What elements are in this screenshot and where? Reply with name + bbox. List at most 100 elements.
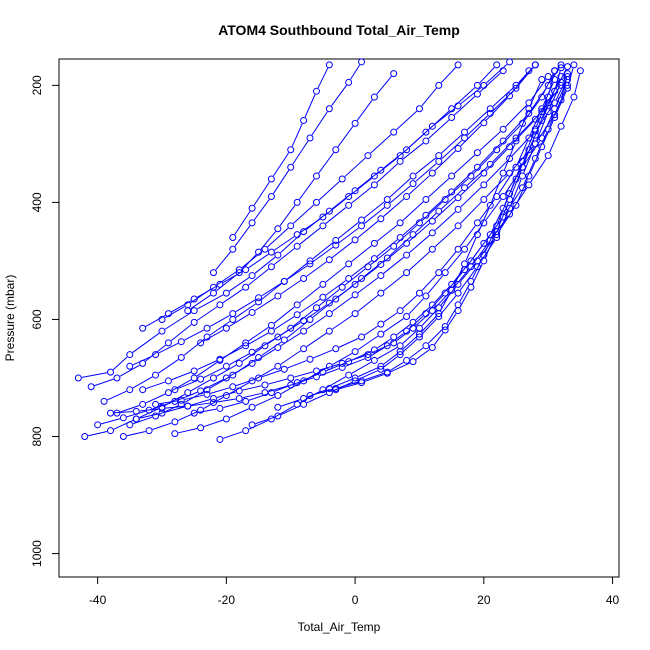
series-line-segment bbox=[460, 175, 482, 196]
data-point bbox=[319, 368, 327, 376]
data-point bbox=[325, 299, 333, 307]
series-line-segment bbox=[357, 220, 379, 238]
y-tick-label: 400 bbox=[30, 192, 44, 212]
data-point bbox=[216, 435, 224, 443]
series-line-segment bbox=[459, 225, 476, 247]
series-line-segment bbox=[248, 253, 269, 269]
series-line-segment bbox=[318, 152, 335, 174]
series-line-segment bbox=[376, 239, 398, 257]
series-line-segment bbox=[145, 381, 166, 390]
series-line-segment bbox=[497, 196, 509, 223]
data-point bbox=[351, 236, 359, 244]
data-point bbox=[280, 277, 288, 285]
data-point bbox=[152, 412, 160, 420]
series-line-segment bbox=[574, 74, 581, 94]
data-point bbox=[261, 342, 269, 350]
data-point bbox=[538, 105, 546, 113]
data-point bbox=[428, 344, 436, 352]
series-line-segment bbox=[383, 312, 398, 323]
data-point bbox=[267, 389, 275, 397]
data-point bbox=[190, 367, 198, 375]
series-line-segment bbox=[241, 347, 263, 362]
data-point bbox=[570, 93, 578, 101]
series-line-segment bbox=[536, 106, 548, 132]
series-line-segment bbox=[344, 157, 366, 177]
series-line-segment bbox=[112, 356, 128, 371]
data-point bbox=[319, 293, 327, 301]
data-point bbox=[358, 222, 366, 230]
series-line-segment bbox=[268, 378, 288, 385]
series-line-segment bbox=[133, 416, 153, 425]
data-point bbox=[255, 374, 263, 382]
series-22 bbox=[94, 73, 572, 429]
data-point bbox=[377, 365, 385, 373]
series-line-segment bbox=[408, 223, 430, 242]
series-line-segment bbox=[523, 161, 535, 185]
series-line-segment bbox=[460, 186, 482, 208]
data-point bbox=[435, 152, 443, 160]
series-line-segment bbox=[478, 208, 490, 232]
series-line-segment bbox=[428, 295, 444, 312]
data-point bbox=[557, 61, 565, 69]
data-point bbox=[345, 371, 353, 379]
data-point bbox=[409, 231, 417, 239]
data-point bbox=[544, 73, 552, 81]
data-point bbox=[216, 355, 224, 363]
series-line-segment bbox=[453, 154, 476, 175]
series-line-segment bbox=[338, 227, 359, 244]
series-line-segment bbox=[402, 295, 418, 309]
series-line-segment bbox=[178, 380, 198, 389]
data-point bbox=[473, 81, 481, 89]
data-point bbox=[351, 374, 359, 382]
series-line-segment bbox=[294, 371, 314, 378]
data-point bbox=[403, 146, 411, 154]
series-line-segment bbox=[287, 360, 307, 369]
data-point bbox=[422, 342, 430, 350]
data-point bbox=[435, 269, 443, 277]
series-line-segment bbox=[402, 217, 424, 236]
series-line-segment bbox=[434, 227, 456, 248]
series-line-segment bbox=[421, 315, 437, 332]
data-point bbox=[525, 109, 533, 117]
data-point bbox=[377, 166, 385, 174]
series-line-segment bbox=[466, 225, 483, 247]
series-7 bbox=[171, 75, 572, 438]
data-point bbox=[197, 375, 205, 383]
data-point bbox=[486, 201, 494, 209]
data-point bbox=[300, 116, 308, 124]
data-point bbox=[403, 313, 411, 321]
data-point bbox=[248, 403, 256, 411]
data-point bbox=[351, 310, 359, 318]
data-point bbox=[435, 310, 443, 318]
series-line-segment bbox=[159, 400, 178, 405]
data-point bbox=[409, 318, 417, 326]
data-point bbox=[332, 295, 340, 303]
series-line-segment bbox=[492, 87, 514, 107]
data-point bbox=[229, 315, 237, 323]
series-line-segment bbox=[332, 352, 353, 365]
series-line-segment bbox=[524, 99, 541, 121]
data-point bbox=[370, 346, 378, 354]
y-tick-label: 1000 bbox=[30, 540, 44, 567]
data-point bbox=[461, 184, 469, 192]
data-point bbox=[197, 406, 205, 414]
data-point bbox=[396, 342, 404, 350]
data-point bbox=[274, 251, 282, 259]
series-line-segment bbox=[100, 418, 121, 425]
series-line-segment bbox=[484, 234, 496, 258]
series-line-segment bbox=[408, 298, 424, 315]
data-point bbox=[531, 155, 539, 163]
data-point bbox=[229, 383, 237, 391]
series-line-segment bbox=[446, 313, 457, 328]
series-12 bbox=[209, 58, 366, 277]
series-line-segment bbox=[447, 251, 463, 271]
data-point bbox=[383, 195, 391, 203]
series-line-segment bbox=[357, 335, 379, 351]
data-point bbox=[94, 421, 102, 429]
data-point bbox=[267, 175, 275, 183]
data-point bbox=[564, 84, 572, 92]
data-point bbox=[229, 234, 237, 242]
series-line-segment bbox=[428, 328, 444, 344]
data-point bbox=[403, 193, 411, 201]
